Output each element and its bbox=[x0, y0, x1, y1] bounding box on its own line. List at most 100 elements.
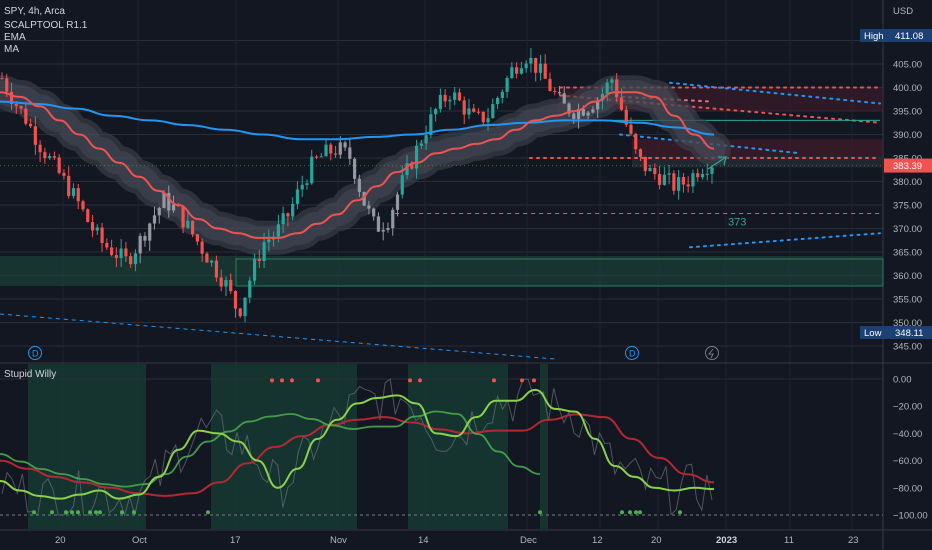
candle-body bbox=[429, 114, 433, 136]
candle-body bbox=[567, 103, 571, 114]
candle-body bbox=[295, 189, 300, 204]
candle-body bbox=[19, 106, 23, 109]
candle-body bbox=[672, 173, 676, 191]
ma-line bbox=[0, 100, 715, 141]
time-tick-label: 20 bbox=[651, 535, 662, 546]
oscillator-buy-dot bbox=[70, 510, 74, 515]
candle-body bbox=[486, 118, 490, 123]
oscillator-sell-dot bbox=[290, 378, 294, 383]
oscillator-sell-dot bbox=[520, 378, 524, 383]
oscillator-tick-label: −40.00 bbox=[893, 429, 922, 440]
candle-body bbox=[119, 248, 123, 259]
dividend-marker bbox=[28, 346, 42, 360]
symbol-legend[interactable]: SPY, 4h, Arca bbox=[4, 6, 65, 17]
candle-body bbox=[167, 192, 171, 211]
oscillator-buy-dot bbox=[634, 510, 638, 515]
oscillator-buy-dot bbox=[32, 510, 36, 515]
high-tag-value: 411.08 bbox=[895, 31, 923, 42]
candle-body bbox=[391, 209, 395, 229]
candle-body bbox=[519, 68, 523, 74]
candle-body bbox=[600, 93, 605, 101]
candle-body bbox=[481, 111, 485, 123]
time-tick-label: 17 bbox=[230, 535, 241, 546]
candle-body bbox=[677, 177, 681, 191]
time-tick-label: Nov bbox=[330, 535, 347, 546]
candle-body bbox=[162, 192, 166, 208]
low-tag-label: Low bbox=[864, 328, 882, 339]
candle-body bbox=[48, 156, 52, 159]
price-tick-label: 345.00 bbox=[893, 342, 922, 353]
oscillator-mid-line bbox=[0, 410, 541, 488]
candle-body bbox=[395, 194, 400, 210]
candle-body bbox=[243, 297, 247, 317]
candle-body bbox=[157, 207, 161, 216]
downtrend-line bbox=[0, 313, 556, 360]
resistance-dotted-line bbox=[559, 94, 881, 124]
candle-body bbox=[467, 108, 471, 115]
candle-body bbox=[686, 184, 690, 187]
candle-body bbox=[643, 156, 647, 172]
candle-body bbox=[81, 201, 85, 210]
candle-body bbox=[210, 260, 214, 263]
candle-body bbox=[33, 126, 37, 145]
price-tick-label: 405.00 bbox=[893, 60, 922, 71]
ema-line bbox=[0, 91, 715, 239]
time-tick-label: 2023 bbox=[716, 535, 737, 546]
candle-body bbox=[224, 280, 228, 287]
oscillator-slow-line bbox=[0, 413, 715, 497]
candle-body bbox=[333, 153, 338, 155]
dividend-marker-label: D bbox=[32, 348, 39, 358]
candle-body bbox=[105, 242, 109, 248]
candle-body bbox=[434, 109, 438, 115]
candle-body bbox=[634, 133, 638, 150]
candle-body bbox=[638, 149, 643, 157]
currency-label: USD bbox=[893, 6, 913, 17]
candle-body bbox=[324, 144, 328, 157]
indicator-legend-scalptool[interactable]: SCALPTOOL R1.1 bbox=[4, 20, 88, 31]
candle-body bbox=[0, 78, 4, 80]
candle-body bbox=[586, 112, 590, 116]
candle-body bbox=[200, 241, 204, 254]
candle-body bbox=[505, 77, 509, 92]
indicator-legend-ma[interactable]: MA bbox=[4, 44, 19, 55]
candle-body bbox=[248, 280, 252, 298]
candle-body bbox=[348, 147, 352, 159]
candle-body bbox=[457, 92, 462, 101]
time-tick-label: 20 bbox=[55, 535, 66, 546]
projection-arrow bbox=[707, 156, 727, 170]
candle-body bbox=[476, 111, 481, 113]
candle-body bbox=[57, 157, 61, 173]
candle-body bbox=[262, 242, 266, 261]
oscillator-tick-label: −60.00 bbox=[893, 456, 922, 467]
candle-body bbox=[562, 93, 566, 104]
candle-body bbox=[286, 213, 290, 217]
candle-body bbox=[353, 158, 357, 179]
oscillator-legend[interactable]: Stupid Willy bbox=[4, 369, 57, 380]
candle-body bbox=[357, 178, 361, 192]
oscillator-buy-dot bbox=[620, 510, 624, 515]
oscillator-buy-dot bbox=[678, 510, 682, 515]
candle-body bbox=[453, 92, 457, 100]
candle-body bbox=[195, 234, 199, 242]
low-tag-value: 348.11 bbox=[895, 328, 923, 339]
candle-body bbox=[43, 152, 47, 159]
price-tick-label: 350.00 bbox=[893, 318, 922, 329]
candle-body bbox=[138, 235, 142, 254]
candle-body bbox=[124, 248, 128, 257]
candle-body bbox=[86, 209, 90, 223]
candle-body bbox=[538, 63, 543, 73]
oscillator-sell-dot bbox=[270, 378, 274, 383]
candle-body bbox=[28, 123, 33, 127]
oscillator-tick-label: 0.00 bbox=[893, 375, 912, 386]
candle-body bbox=[405, 163, 409, 176]
candle-body bbox=[191, 220, 195, 235]
candle-body bbox=[662, 174, 666, 185]
candle-body bbox=[653, 167, 657, 175]
candle-body bbox=[410, 163, 414, 169]
candle-body bbox=[424, 135, 428, 144]
candle-body bbox=[143, 235, 147, 241]
indicator-legend-ema[interactable]: EMA bbox=[4, 32, 26, 43]
candle-body bbox=[233, 291, 238, 309]
